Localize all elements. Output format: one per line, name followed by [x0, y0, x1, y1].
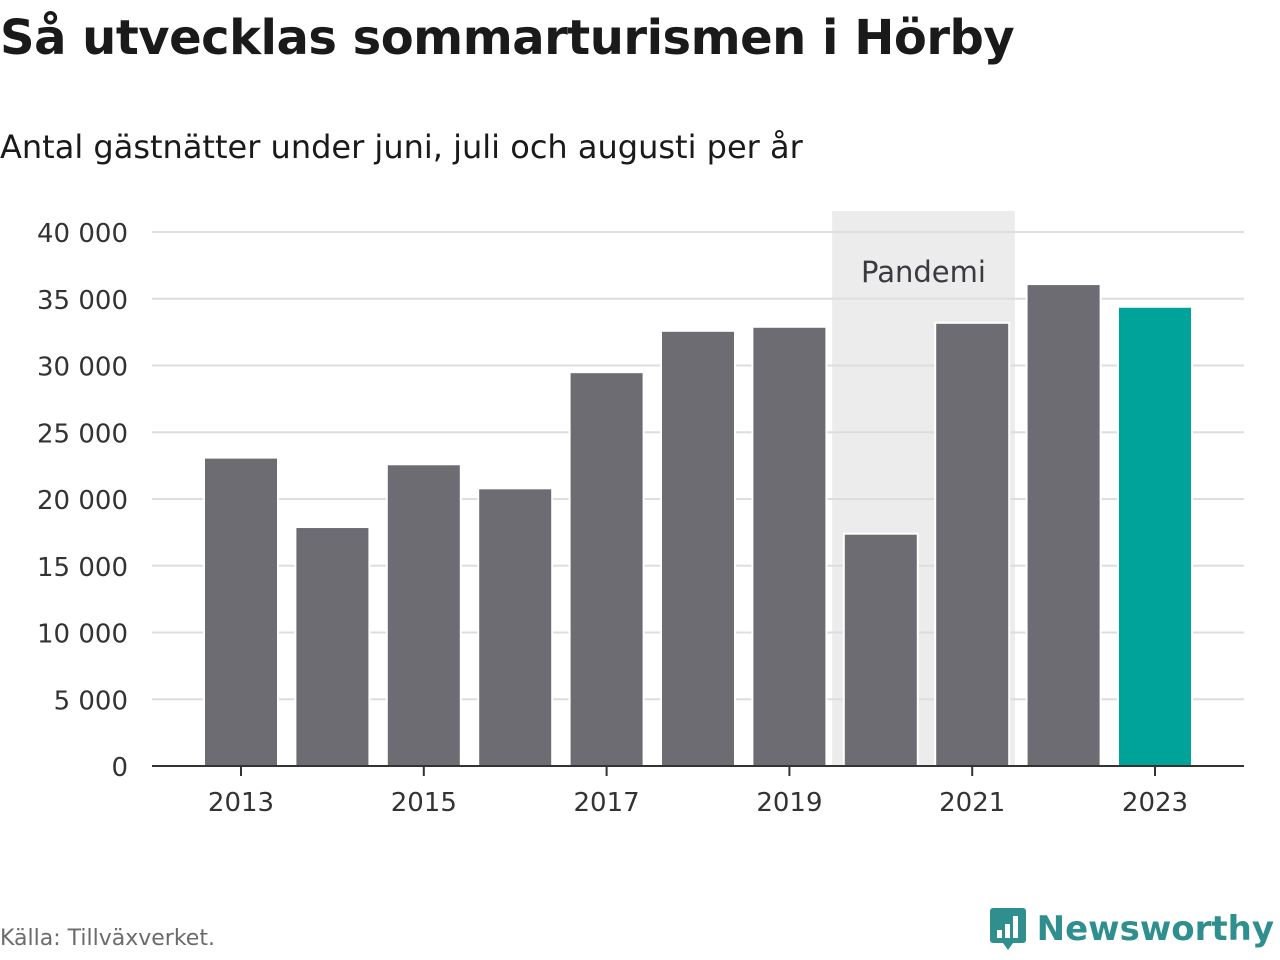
brand-logo: Newsworthy [989, 906, 1274, 952]
bar-2021 [934, 321, 1011, 767]
chart-title: Så utvecklas sommarturismen i Hörby [0, 10, 1015, 66]
source-note: Källa: Tillväxverket. [0, 926, 215, 951]
bar-2020 [842, 532, 919, 768]
y-tick-label: 25 000 [37, 419, 128, 449]
y-tick-label: 20 000 [37, 486, 128, 516]
brand-name: Newsworthy [1036, 909, 1274, 949]
y-tick-label: 0 [111, 753, 128, 783]
x-tick-label: 2015 [391, 788, 457, 818]
y-tick-label: 35 000 [37, 286, 128, 316]
bar-2014 [294, 526, 371, 767]
x-tick-label: 2023 [1122, 788, 1188, 818]
bar-2019 [751, 325, 828, 767]
y-tick-label: 5 000 [54, 686, 128, 716]
bar-2018 [660, 329, 736, 767]
y-tick-label: 30 000 [37, 353, 128, 383]
bar-2013 [203, 456, 279, 767]
chart-subtitle: Antal gästnätter under juni, juli och au… [0, 128, 803, 166]
y-tick-label: 40 000 [37, 219, 128, 249]
pandemic-label: Pandemi [861, 255, 986, 289]
bar-2022 [1025, 283, 1102, 767]
y-tick-label: 15 000 [37, 553, 128, 583]
bar-2016 [477, 487, 554, 767]
bar-2023 [1117, 305, 1193, 767]
x-tick-label: 2017 [574, 788, 640, 818]
bar-2017 [568, 371, 645, 767]
x-tick-label: 2019 [756, 788, 822, 818]
bar-chart-speech-bubble-icon [989, 908, 1026, 950]
y-tick-label: 10 000 [37, 620, 128, 650]
x-tick-label: 2013 [208, 788, 274, 818]
x-tick-label: 2021 [939, 788, 1005, 818]
bar-2015 [385, 463, 462, 767]
